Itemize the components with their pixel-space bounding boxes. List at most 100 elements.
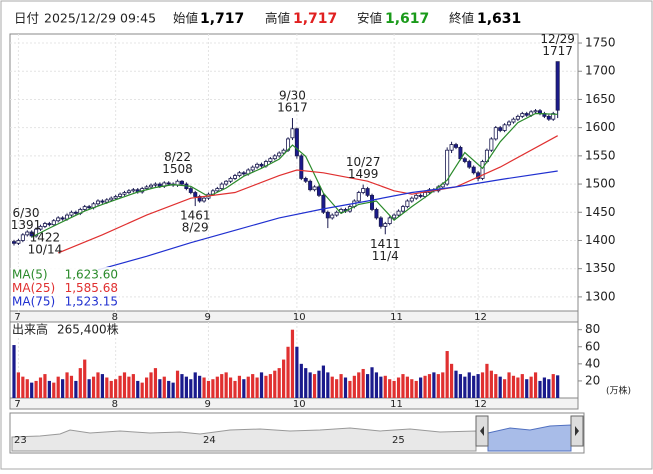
volume-bar (220, 374, 224, 398)
volume-bar (525, 379, 529, 398)
volume-bar (105, 377, 109, 398)
volume-bar (489, 370, 493, 398)
volume-bar (370, 367, 374, 398)
candle-body (498, 127, 503, 131)
volume-bar (295, 346, 299, 398)
candle-body (445, 149, 450, 185)
candle-body (418, 194, 423, 197)
candle-body (193, 192, 198, 197)
volume-bar (211, 379, 215, 398)
candle-body (374, 209, 379, 219)
volume-bar (228, 377, 233, 398)
volume-bar (542, 377, 546, 398)
volume-bar (498, 376, 502, 398)
volume-bar (511, 375, 516, 398)
volume-bar (52, 382, 56, 398)
annotation-date: 8/29 (182, 221, 209, 235)
volume-bar (175, 370, 180, 398)
y-tick-label: 1350 (585, 261, 616, 275)
candle-body (515, 115, 520, 120)
volume-bar (251, 374, 255, 398)
volume-bar (78, 368, 82, 398)
volume-bar (463, 376, 467, 398)
legend-name: MA(75) (12, 295, 55, 309)
candle-body (502, 124, 507, 131)
volume-tick-label: 80 (585, 322, 600, 336)
x-tick-label: 9 (204, 399, 210, 410)
volume-bar (383, 375, 387, 398)
volume-bar (330, 376, 334, 398)
legend-value: 1,623.60 (65, 268, 118, 282)
candle-body (47, 223, 52, 226)
candle-body (232, 175, 237, 179)
candle-body (29, 231, 34, 237)
volume-bar (366, 374, 370, 398)
volume-bar (38, 377, 43, 398)
candle-body (100, 200, 105, 203)
volume-bar (445, 351, 449, 398)
candle-body (330, 214, 335, 219)
candle-body (462, 158, 467, 162)
candle-body (259, 163, 264, 167)
volume-bar (206, 380, 211, 398)
volume-bar (282, 359, 286, 398)
candle-body (166, 182, 171, 185)
volume-bar (162, 376, 166, 398)
candle-body (396, 210, 401, 216)
volume-bar (171, 382, 175, 398)
candle-body (25, 231, 30, 236)
field-name: 安値 (357, 11, 382, 26)
volume-tick-label: 60 (585, 339, 600, 353)
annotation-value: 1461 (180, 209, 211, 223)
candle-body (480, 161, 485, 179)
candle-body (126, 190, 131, 193)
candle-body (255, 163, 260, 168)
legend-value: 1,523.15 (65, 295, 118, 309)
volume-bar (352, 375, 356, 398)
candle-body (224, 180, 229, 185)
candle-body (179, 180, 184, 185)
x-tick-label: 12 (474, 312, 487, 323)
candle-body (524, 113, 529, 116)
candle-body (325, 211, 330, 219)
y-tick-label: 1300 (585, 289, 616, 303)
candle-body (303, 178, 308, 182)
annotation-value: 1617 (277, 101, 308, 115)
candle-body (219, 183, 224, 189)
annotation-value: 1717 (542, 44, 573, 58)
volume-bar (83, 359, 87, 398)
overview-selected (487, 424, 572, 452)
candle-body (312, 186, 317, 191)
volume-bar (61, 379, 65, 398)
candle-body (299, 155, 304, 179)
volume-bar (299, 363, 303, 398)
volume-total: 265,400株 (57, 322, 119, 337)
volume-bar (520, 374, 524, 398)
volume-bar (16, 372, 21, 398)
volume-bar (343, 377, 348, 398)
volume-bar (145, 377, 149, 398)
y-tick-label: 1700 (585, 64, 616, 78)
volume-bar (25, 379, 29, 398)
annotation-date: 8/22 (164, 150, 191, 164)
volume-title: 出来高 (12, 322, 48, 337)
annotation-date: 6/30 (13, 206, 40, 220)
overview-label: 23 (14, 435, 27, 446)
volume-bar (114, 379, 118, 398)
volume-bar (290, 329, 295, 398)
candle-body (34, 228, 39, 237)
volume-bar (273, 370, 277, 398)
candle-body (118, 193, 123, 197)
field-value: 1,617 (385, 11, 429, 27)
volume-bar (432, 372, 436, 398)
legend-name: MA(25) (12, 281, 55, 295)
candle-body (361, 188, 366, 193)
candle-body (51, 220, 56, 226)
annotation-date: 10/27 (346, 155, 381, 169)
volume-bar (503, 379, 507, 398)
candle-body (131, 189, 136, 192)
volume-bar (87, 379, 91, 398)
volume-bar (140, 382, 144, 398)
volume-bar (405, 376, 409, 398)
candle-body (82, 206, 87, 210)
